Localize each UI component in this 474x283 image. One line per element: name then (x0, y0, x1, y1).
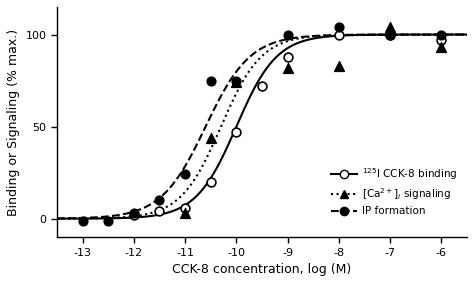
Point (233, 130, 240, 134)
Point (181, 205, 189, 210)
Point (207, 180, 215, 184)
Point (258, 84, 266, 88)
Point (130, 211, 137, 215)
Point (181, 211, 189, 215)
Point (335, 64, 343, 68)
Point (386, 25, 394, 29)
Point (130, 213, 137, 217)
Point (104, 218, 112, 223)
Point (438, 38, 445, 42)
Point (335, 25, 343, 29)
Point (284, 65, 292, 70)
Point (207, 135, 215, 140)
Point (284, 32, 292, 37)
Point (155, 209, 163, 214)
Point (79, 218, 86, 223)
X-axis label: CCK-8 concentration, log (M): CCK-8 concentration, log (M) (173, 263, 352, 276)
Point (438, 32, 445, 37)
Y-axis label: Binding or Signaling (% max.): Binding or Signaling (% max.) (7, 29, 20, 216)
Point (386, 32, 394, 37)
Point (233, 80, 240, 85)
Point (284, 54, 292, 59)
Point (207, 78, 215, 83)
Point (335, 32, 343, 37)
Point (233, 78, 240, 83)
Point (155, 198, 163, 203)
Legend: $^{125}$I CCK-8 binding, [Ca$^{2+}$]$_i$ signaling, IP formation: $^{125}$I CCK-8 binding, [Ca$^{2+}$]$_i$… (327, 162, 462, 220)
Point (181, 172, 189, 177)
Point (438, 45, 445, 50)
Point (386, 32, 394, 37)
